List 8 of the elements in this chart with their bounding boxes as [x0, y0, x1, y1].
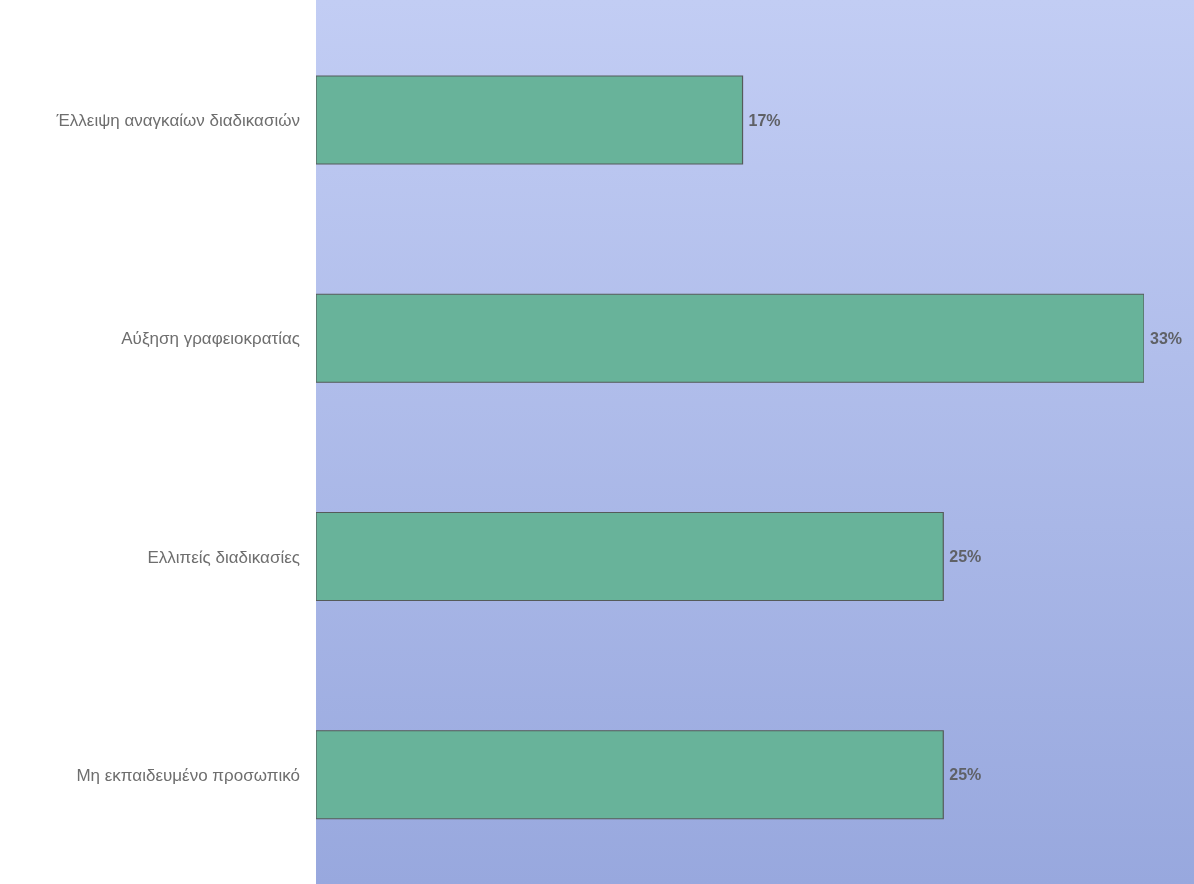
y-tick-label: Μη εκπαιδευμένο προσωπικό: [76, 765, 300, 785]
data-label: 17%: [748, 111, 781, 129]
y-tick-label: Έλλειψη αναγκαίων διαδικασιών: [55, 111, 300, 131]
y-tick-label: Αύξηση γραφειοκρατίας: [121, 329, 300, 349]
data-label: 25%: [949, 766, 982, 784]
y-tick-label: Ελλιπείς διαδικασίες: [147, 547, 300, 567]
data-label: 25%: [949, 548, 982, 566]
data-label: 33%: [1150, 329, 1183, 347]
